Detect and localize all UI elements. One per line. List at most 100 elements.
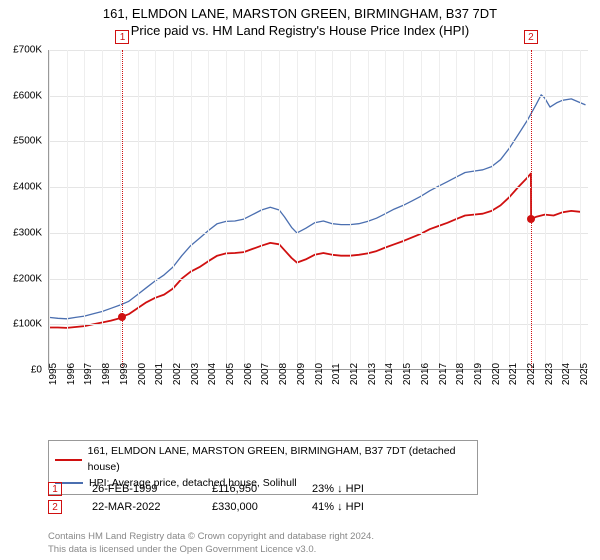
x-axis-label: 2018: [455, 363, 466, 385]
gridline-v: [297, 50, 298, 369]
event-line-2: [531, 50, 532, 370]
x-axis-label: 2025: [579, 363, 590, 385]
x-axis-label: 1995: [48, 363, 59, 385]
legend-label: 161, ELMDON LANE, MARSTON GREEN, BIRMING…: [88, 444, 471, 476]
footer-attribution: Contains HM Land Registry data © Crown c…: [48, 531, 374, 556]
x-axis-label: 2022: [526, 363, 537, 385]
chart-lines-svg: [49, 50, 589, 370]
footer-line-2: This data is licensed under the Open Gov…: [48, 544, 374, 556]
gridline-h: [49, 279, 588, 280]
gridline-v: [84, 50, 85, 369]
gridline-v: [120, 50, 121, 369]
y-axis-label: £700K: [13, 45, 42, 56]
x-axis-label: 2004: [207, 363, 218, 385]
gridline-v: [102, 50, 103, 369]
gridline-v: [49, 50, 50, 369]
sale-marker: 2: [48, 500, 62, 514]
gridline-v: [350, 50, 351, 369]
x-axis-label: 2003: [190, 363, 201, 385]
y-axis-label: £500K: [13, 136, 42, 147]
legend-row: 161, ELMDON LANE, MARSTON GREEN, BIRMING…: [55, 444, 471, 476]
y-axis-label: £400K: [13, 182, 42, 193]
x-axis-label: 2010: [314, 363, 325, 385]
gridline-v: [545, 50, 546, 369]
gridline-v: [155, 50, 156, 369]
event-dot-2: [527, 215, 535, 223]
x-axis-label: 2024: [561, 363, 572, 385]
gridline-v: [527, 50, 528, 369]
sale-price: £116,950: [212, 483, 282, 495]
gridline-h: [49, 324, 588, 325]
x-axis-label: 2012: [349, 363, 360, 385]
x-axis-label: 2021: [508, 363, 519, 385]
gridline-v: [439, 50, 440, 369]
x-axis-label: 2014: [384, 363, 395, 385]
gridline-v: [244, 50, 245, 369]
sale-marker: 1: [48, 482, 62, 496]
x-axis-label: 2011: [331, 363, 342, 385]
gridline-v: [173, 50, 174, 369]
title-line-1: 161, ELMDON LANE, MARSTON GREEN, BIRMING…: [0, 6, 600, 23]
chart-title-block: 161, ELMDON LANE, MARSTON GREEN, BIRMING…: [0, 0, 600, 40]
x-axis-label: 2001: [154, 363, 165, 385]
x-axis-label: 2005: [225, 363, 236, 385]
sale-date: 22-MAR-2022: [92, 501, 182, 513]
gridline-v: [580, 50, 581, 369]
sale-price: £330,000: [212, 501, 282, 513]
x-axis-label: 2006: [243, 363, 254, 385]
series-hpi: [49, 95, 586, 319]
x-axis-label: 2015: [402, 363, 413, 385]
gridline-v: [474, 50, 475, 369]
x-axis-label: 1998: [101, 363, 112, 385]
gridline-v: [261, 50, 262, 369]
gridline-v: [421, 50, 422, 369]
sale-pct-vs-hpi: 23% ↓ HPI: [312, 483, 402, 495]
plot-region: 12: [48, 50, 588, 370]
gridline-v: [562, 50, 563, 369]
gridline-v: [279, 50, 280, 369]
y-axis-label: £0: [31, 365, 42, 376]
sales-row: 1 26-FEB-1999 £116,950 23% ↓ HPI: [48, 482, 402, 496]
x-axis-label: 2020: [491, 363, 502, 385]
chart-area: 12 £0£100K£200K£300K£400K£500K£600K£700K…: [48, 50, 588, 400]
x-axis-label: 1997: [83, 363, 94, 385]
gridline-h: [49, 187, 588, 188]
gridline-v: [403, 50, 404, 369]
event-marker-1: 1: [115, 30, 129, 44]
gridline-v: [492, 50, 493, 369]
event-dot-1: [118, 313, 126, 321]
x-axis-label: 2002: [172, 363, 183, 385]
gridline-v: [191, 50, 192, 369]
x-axis-label: 2013: [367, 363, 378, 385]
event-marker-2: 2: [524, 30, 538, 44]
sale-pct-vs-hpi: 41% ↓ HPI: [312, 501, 402, 513]
sale-date: 26-FEB-1999: [92, 483, 182, 495]
title-line-2: Price paid vs. HM Land Registry's House …: [0, 23, 600, 40]
footer-line-1: Contains HM Land Registry data © Crown c…: [48, 531, 374, 543]
gridline-v: [368, 50, 369, 369]
sales-table: 1 26-FEB-1999 £116,950 23% ↓ HPI 2 22-MAR-202…: [48, 482, 402, 518]
sales-row: 2 22-MAR-2022 £330,000 41% ↓ HPI: [48, 500, 402, 514]
gridline-v: [315, 50, 316, 369]
gridline-h: [49, 233, 588, 234]
x-axis-label: 2000: [137, 363, 148, 385]
y-axis-label: £100K: [13, 319, 42, 330]
gridline-v: [67, 50, 68, 369]
gridline-v: [509, 50, 510, 369]
event-line-1: [122, 50, 123, 370]
gridline-v: [208, 50, 209, 369]
gridline-h: [49, 141, 588, 142]
legend-swatch: [55, 459, 82, 461]
gridline-v: [385, 50, 386, 369]
x-axis-label: 2019: [473, 363, 484, 385]
x-axis-label: 2007: [260, 363, 271, 385]
gridline-v: [332, 50, 333, 369]
x-axis-label: 1996: [66, 363, 77, 385]
gridline-v: [456, 50, 457, 369]
x-axis-label: 2017: [438, 363, 449, 385]
y-axis-label: £600K: [13, 90, 42, 101]
gridline-v: [226, 50, 227, 369]
gridline-h: [49, 50, 588, 51]
x-axis-label: 2008: [278, 363, 289, 385]
x-axis-label: 2016: [420, 363, 431, 385]
